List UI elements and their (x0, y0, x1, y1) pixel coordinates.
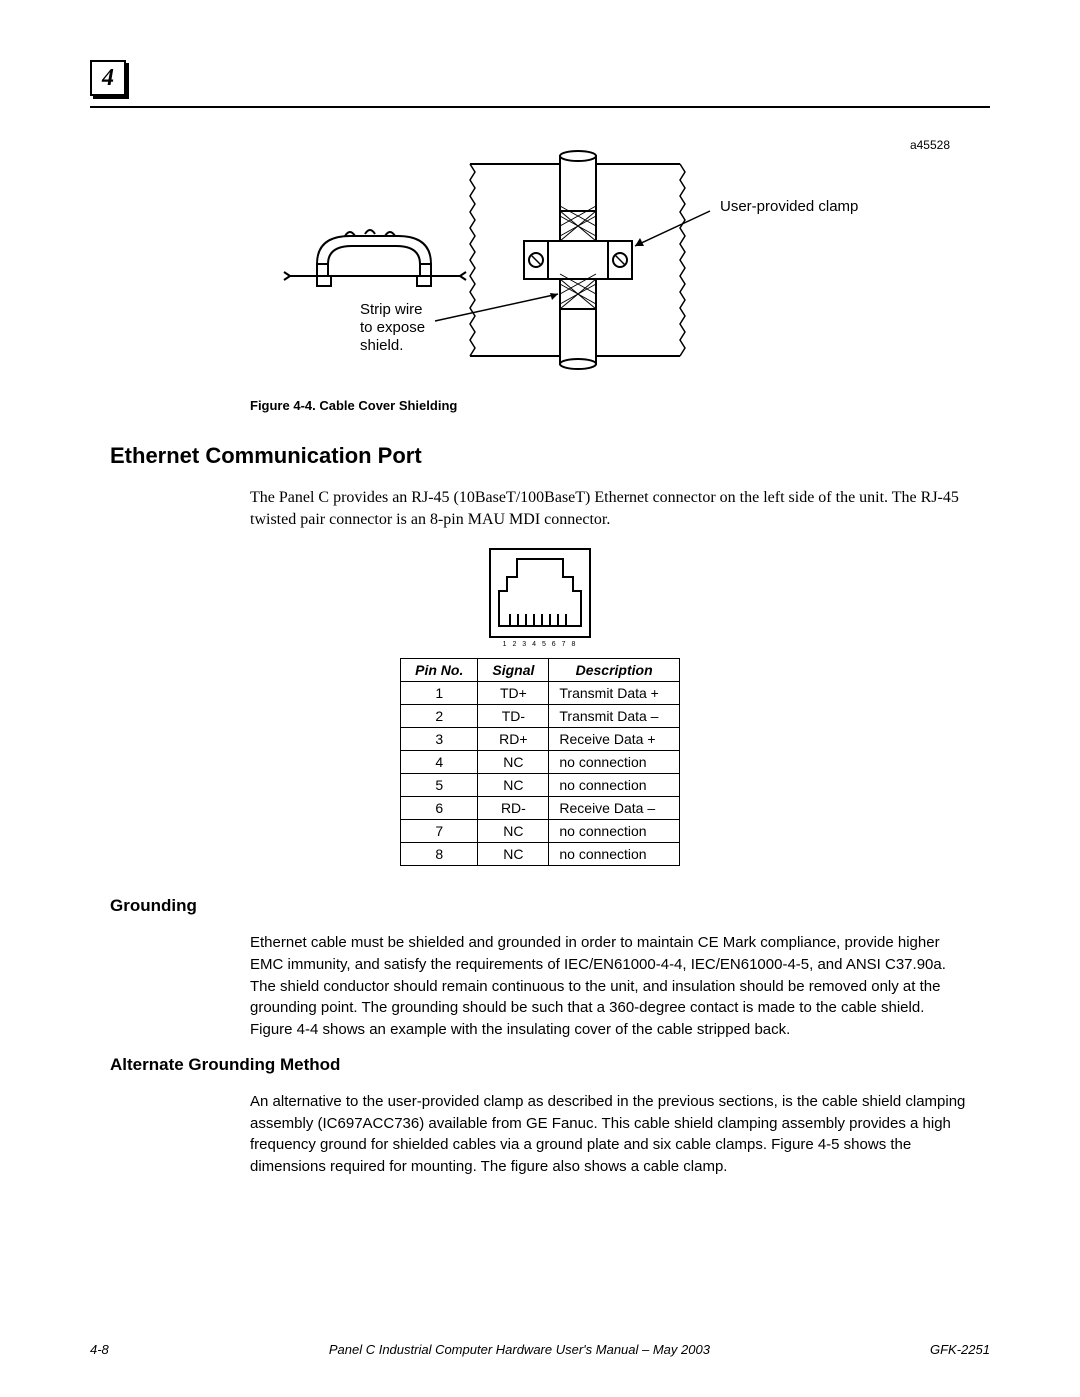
label-strip-2: to expose (360, 319, 425, 336)
alt-grounding-para: An alternative to the user-provided clam… (250, 1091, 970, 1178)
figure-caption: Figure 4-4. Cable Cover Shielding (250, 398, 990, 413)
header-rule (90, 106, 990, 108)
label-strip-3: shield. (360, 337, 403, 354)
grounding-para: Ethernet cable must be shielded and grou… (250, 932, 970, 1041)
table-row: 6RD-Receive Data – (401, 797, 680, 820)
footer-manual-title: Panel C Industrial Computer Hardware Use… (329, 1342, 710, 1357)
footer-page-num: 4-8 (90, 1342, 109, 1357)
rj45-connector-icon: 1 2 3 4 5 6 7 8 (480, 544, 600, 648)
th-desc: Description (549, 659, 679, 682)
th-pin: Pin No. (401, 659, 478, 682)
section-title: Ethernet Communication Port (110, 443, 990, 469)
figure-cable-shielding: a45528 (270, 138, 990, 388)
th-signal: Signal (478, 659, 549, 682)
pinout-table: Pin No. Signal Description 1TD+Transmit … (400, 658, 680, 866)
label-user-clamp: User-provided clamp (720, 198, 858, 215)
table-row: 1TD+Transmit Data + (401, 682, 680, 705)
table-row: 8NCno connection (401, 843, 680, 866)
label-strip-1: Strip wire (360, 301, 423, 318)
table-row: 7NCno connection (401, 820, 680, 843)
rj45-pin-numbers: 1 2 3 4 5 6 7 8 (503, 641, 578, 648)
figure-code: a45528 (910, 138, 950, 152)
footer-doc-code: GFK-2251 (930, 1342, 990, 1357)
alt-grounding-title: Alternate Grounding Method (110, 1055, 990, 1075)
chapter-number-box: 4 (90, 60, 126, 96)
table-row: 2TD-Transmit Data – (401, 705, 680, 728)
table-row: 5NCno connection (401, 774, 680, 797)
grounding-title: Grounding (110, 896, 990, 916)
table-row: 3RD+Receive Data + (401, 728, 680, 751)
page-footer: 4-8 Panel C Industrial Computer Hardware… (90, 1342, 990, 1357)
table-row: 4NCno connection (401, 751, 680, 774)
cable-shielding-diagram (270, 146, 830, 376)
intro-paragraph: The Panel C provides an RJ-45 (10BaseT/1… (250, 487, 970, 530)
chapter-number: 4 (102, 65, 114, 92)
